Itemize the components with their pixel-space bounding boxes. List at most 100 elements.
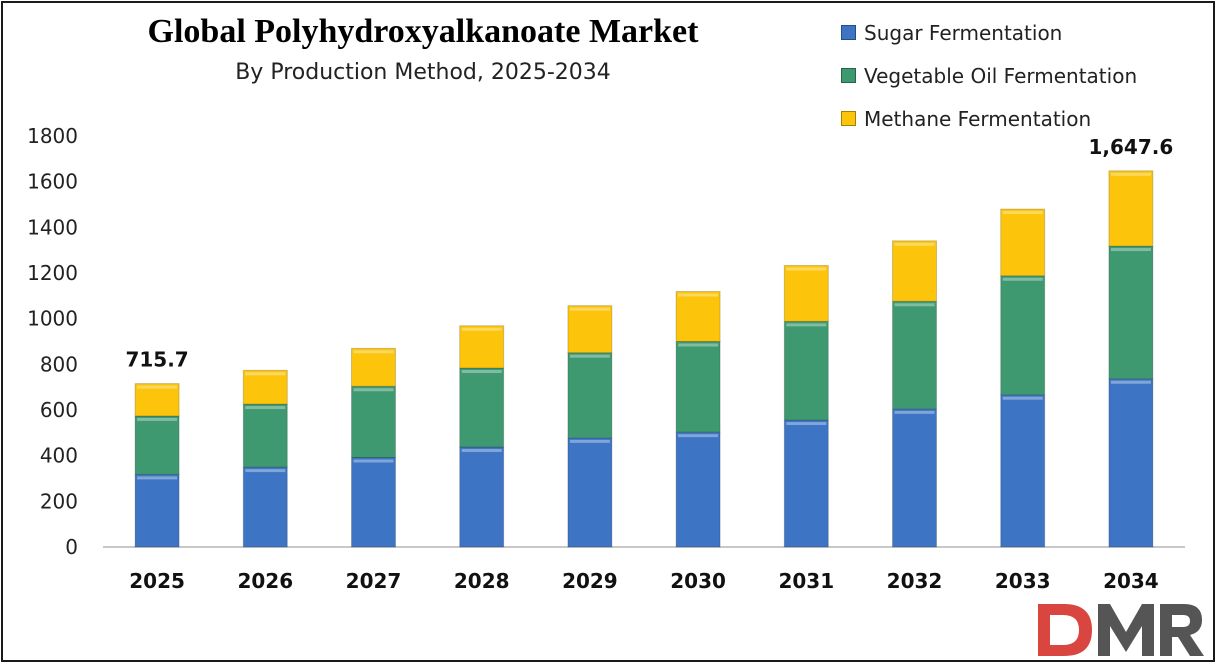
data-label: 715.7 — [125, 348, 188, 372]
legend-label-vegetable-oil: Vegetable Oil Fermentation — [864, 63, 1138, 88]
bar-segment — [1108, 245, 1154, 380]
logo-letter-r — [1160, 604, 1204, 656]
x-tick-label: 2033 — [995, 569, 1051, 593]
y-tick-label: 800 — [40, 352, 78, 376]
bar-segment-highlight — [1110, 248, 1151, 252]
bar-segment — [351, 385, 396, 458]
bar-segment-highlight — [786, 323, 827, 327]
bar-segment — [351, 347, 396, 387]
chart-subtitle: By Production Method, 2025-2034 — [235, 60, 611, 85]
stacked-bar-chart: 0 200 400 600 800 1000 1200 1400 1600 1800 2025 715… — [27, 124, 1185, 593]
bar-segment-highlight — [1110, 172, 1151, 176]
bar-segment — [351, 456, 396, 548]
x-tick-label: 2027 — [346, 569, 402, 593]
y-tick-label: 1800 — [27, 124, 78, 148]
bar-segment — [134, 383, 180, 417]
bar-segment — [1000, 394, 1046, 548]
y-tick-label: 400 — [40, 444, 78, 468]
bar-segment-highlight — [461, 327, 502, 331]
bar-segment — [242, 369, 288, 405]
bar-segment — [242, 403, 288, 468]
legend-item-vegetable-oil: Vegetable Oil Fermentation — [841, 54, 1137, 97]
legend-swatch-methane — [841, 111, 856, 126]
bar-segment — [134, 473, 180, 548]
bar-segment — [675, 341, 721, 433]
bar-segment — [892, 300, 937, 410]
bar-segment — [567, 305, 613, 354]
bar-segment-highlight — [245, 372, 286, 376]
dmr-logo — [1030, 596, 1210, 660]
bar-segment-highlight — [678, 434, 719, 438]
dmr-logo-mark — [1038, 604, 1204, 656]
bar-segment-highlight — [353, 388, 394, 392]
x-tick-label: 2032 — [887, 569, 943, 593]
bar-segment — [675, 431, 721, 548]
x-tick-label: 2034 — [1103, 569, 1159, 593]
y-tick-label: 0 — [65, 535, 78, 559]
bar-segment-highlight — [569, 439, 610, 443]
bar-segment-highlight — [569, 354, 610, 358]
bar-segment-highlight — [1002, 396, 1043, 400]
bar-segment-highlight — [894, 303, 935, 307]
bar-segment-highlight — [569, 307, 610, 311]
bar-segment-highlight — [461, 448, 502, 452]
chart-title: Global Polyhydroxyalkanoate Market — [147, 13, 699, 50]
bar-segment-highlight — [678, 293, 719, 297]
bar-segment-highlight — [1002, 277, 1043, 281]
bar-segment — [459, 367, 505, 448]
bar-segment-highlight — [786, 267, 827, 271]
x-tick-label: 2028 — [454, 569, 510, 593]
y-tick-label: 1600 — [27, 170, 78, 194]
y-tick-label: 1400 — [27, 215, 78, 239]
bar-segment — [675, 290, 721, 342]
bar-segment-highlight — [137, 417, 178, 421]
y-tick-label: 200 — [40, 489, 78, 513]
x-tick-label: 2025 — [129, 569, 185, 593]
legend-label-methane: Methane Fermentation — [864, 106, 1092, 131]
bar-segment-highlight — [353, 459, 394, 463]
bar-segment — [1000, 208, 1046, 277]
bar-segment — [459, 325, 505, 369]
legend-label-sugar: Sugar Fermentation — [864, 20, 1063, 45]
bar-segment-highlight — [678, 343, 719, 347]
bar-segment-highlight — [786, 422, 827, 426]
bar-segment — [1108, 378, 1154, 548]
logo-letter-d — [1038, 604, 1092, 656]
bar-segment-highlight — [461, 369, 502, 373]
bar-segment — [567, 352, 613, 439]
bar-segment-highlight — [894, 242, 935, 246]
bar-segment — [134, 415, 180, 475]
legend-swatch-sugar — [841, 25, 856, 40]
legend-item-methane: Methane Fermentation — [841, 97, 1137, 140]
x-tick-label: 2026 — [237, 569, 293, 593]
legend-swatch-vegetable-oil — [841, 68, 856, 83]
y-tick-label: 1000 — [27, 307, 78, 331]
bar-segment-highlight — [137, 385, 178, 389]
bar-segment — [783, 419, 829, 548]
bar-segment — [1000, 275, 1046, 396]
data-label: 1,647.6 — [1089, 135, 1174, 159]
x-tick-label: 2030 — [670, 569, 726, 593]
logo-letter-m — [1098, 604, 1154, 656]
bar-segment-highlight — [245, 406, 286, 410]
bar-segment — [242, 466, 288, 548]
bar-segment-highlight — [1110, 380, 1151, 384]
bar-segment-highlight — [245, 469, 286, 473]
bar-segment — [459, 446, 505, 548]
bar-segment — [567, 437, 613, 548]
bar-segment — [783, 320, 829, 421]
bar-segment-highlight — [137, 476, 178, 480]
bar-segment-highlight — [1002, 211, 1043, 215]
bar-segment — [783, 264, 829, 322]
legend-item-sugar: Sugar Fermentation — [841, 11, 1137, 54]
x-tick-label: 2029 — [562, 569, 618, 593]
x-tick-label: 2031 — [778, 569, 834, 593]
y-tick-label: 1200 — [27, 261, 78, 285]
bar-segment — [892, 408, 937, 548]
bar-segment — [892, 240, 937, 302]
y-tick-label: 600 — [40, 398, 78, 422]
legend: Sugar Fermentation Vegetable Oil Ferment… — [841, 11, 1137, 140]
bar-segment — [1108, 170, 1154, 247]
bar-segment-highlight — [353, 350, 394, 354]
